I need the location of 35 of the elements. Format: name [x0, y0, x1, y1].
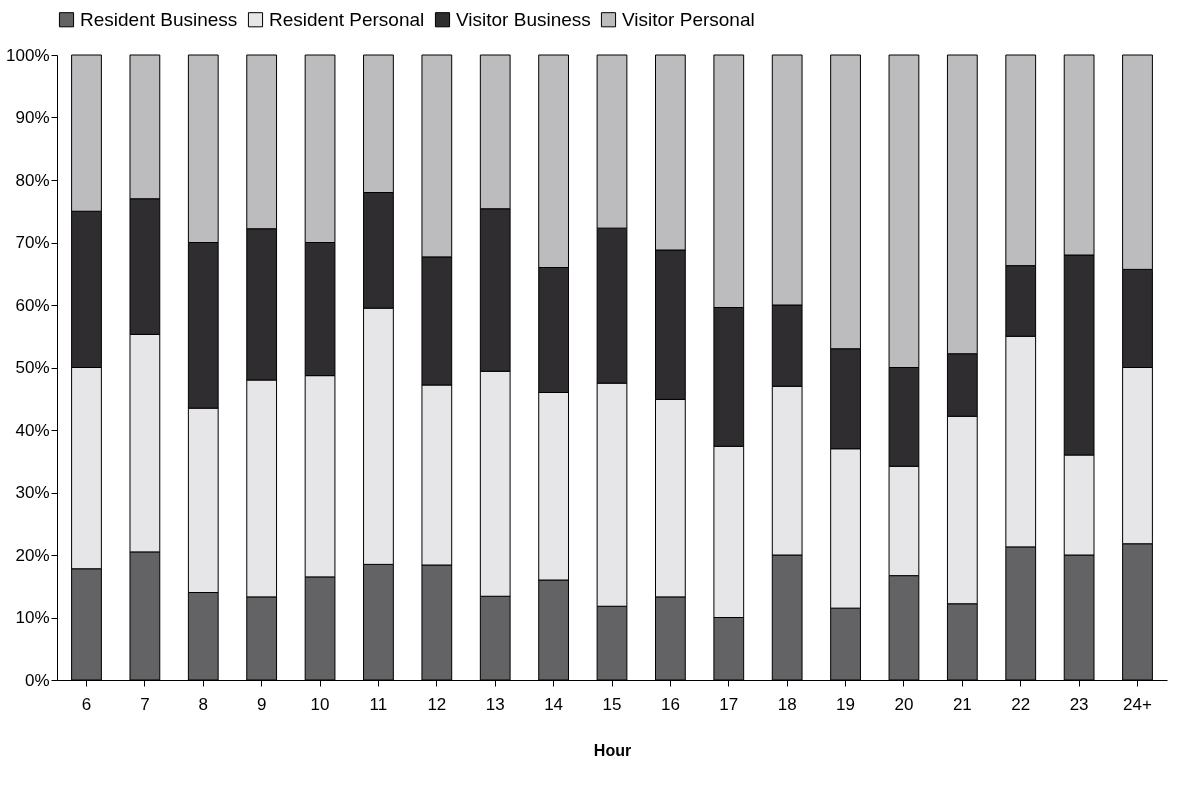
legend-label: Visitor Personal: [622, 8, 755, 30]
x-axis-title: Hour: [593, 741, 632, 759]
y-tick-label: 90%: [15, 108, 50, 127]
x-tick-label: 11: [369, 694, 388, 714]
legend-label: Resident Business: [80, 8, 238, 30]
legend-label: Resident Personal: [269, 8, 425, 30]
x-tick-label: 12: [427, 694, 447, 714]
y-tick-label: 20%: [15, 545, 50, 565]
x-tick-label: 20: [894, 694, 914, 714]
y-tick-label: 70%: [15, 233, 50, 252]
y-tick-label: 30%: [15, 483, 50, 502]
x-tick-label: 18: [777, 694, 797, 714]
y-tick-label: 0%: [24, 670, 50, 690]
y-tick-label: 60%: [15, 295, 50, 315]
legend-label: Visitor Business: [456, 8, 591, 30]
x-tick-label: 23: [1069, 694, 1089, 714]
x-tick-label: 9: [256, 694, 267, 714]
x-tick-label: 6: [81, 694, 92, 714]
x-tick-label: 21: [952, 694, 972, 714]
x-tick-label: 22: [1011, 694, 1031, 714]
x-tick-label: 7: [140, 694, 150, 714]
x-tick-label: 17: [719, 694, 739, 714]
x-tick-label: 19: [836, 694, 856, 714]
y-tick-label: 40%: [15, 420, 50, 440]
x-tick-label: 10: [310, 694, 330, 714]
y-tick-label: 10%: [15, 608, 50, 627]
x-tick-label: 13: [485, 694, 505, 714]
y-tick-label: 80%: [15, 170, 50, 190]
x-tick-label: 8: [198, 694, 208, 714]
x-tick-label: 16: [660, 694, 680, 714]
x-tick-label: 15: [602, 694, 622, 714]
x-tick-label: 14: [544, 694, 564, 714]
y-tick-label: 100%: [6, 45, 50, 65]
x-tick-label: 24+: [1123, 694, 1152, 714]
y-tick-label: 50%: [15, 358, 50, 377]
